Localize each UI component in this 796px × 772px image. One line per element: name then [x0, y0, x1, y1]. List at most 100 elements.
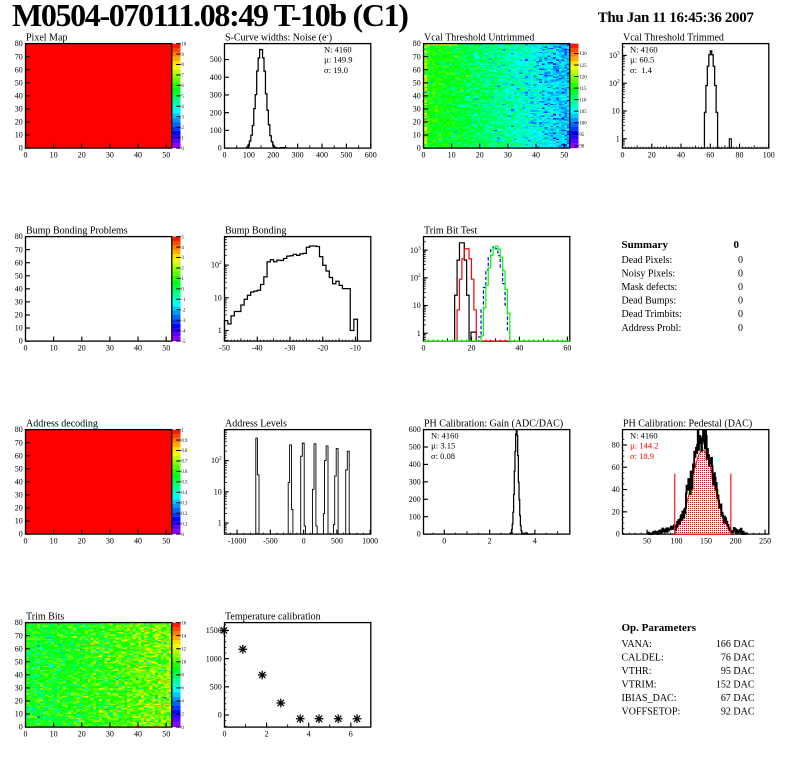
svg-text:300: 300	[292, 150, 304, 159]
svg-text:0.6: 0.6	[181, 470, 188, 475]
svg-text:Trim Bit Test: Trim Bit Test	[424, 225, 477, 236]
svg-text:0: 0	[218, 144, 222, 153]
svg-text:40: 40	[677, 150, 685, 159]
svg-text:30: 30	[106, 343, 114, 352]
svg-text:0: 0	[181, 726, 184, 731]
svg-text:1000: 1000	[362, 536, 378, 545]
svg-text:300: 300	[210, 91, 222, 100]
svg-text:1: 1	[218, 519, 222, 528]
svg-text:σ: 1.4: σ: 1.4	[630, 65, 653, 75]
svg-text:95 DAC: 95 DAC	[721, 666, 755, 677]
svg-text:µ: 144.2: µ: 144.2	[630, 441, 659, 451]
svg-text:0: 0	[19, 723, 23, 732]
svg-text:50: 50	[162, 343, 170, 352]
svg-text:0: 0	[181, 288, 184, 293]
svg-text:102: 102	[211, 260, 222, 270]
svg-text:1: 1	[616, 134, 620, 143]
svg-text:50: 50	[560, 150, 568, 159]
svg-text:0: 0	[181, 533, 184, 538]
svg-text:CALDEL:: CALDEL:	[622, 653, 664, 664]
svg-text:9: 9	[181, 53, 184, 58]
svg-text:4: 4	[533, 536, 537, 545]
svg-text:20: 20	[15, 118, 23, 127]
svg-text:Dead Trimbits:: Dead Trimbits:	[622, 309, 682, 320]
svg-text:60: 60	[15, 65, 23, 74]
svg-text:80: 80	[15, 618, 23, 627]
svg-text:10: 10	[181, 661, 186, 666]
svg-text:-1: -1	[181, 298, 186, 303]
svg-text:103: 103	[609, 51, 620, 61]
svg-text:40: 40	[134, 729, 142, 738]
svg-text:30: 30	[15, 491, 23, 500]
svg-text:50: 50	[15, 657, 23, 666]
svg-text:Dead Bumps:: Dead Bumps:	[622, 296, 677, 307]
svg-text:80: 80	[15, 232, 23, 241]
svg-text:30: 30	[106, 729, 114, 738]
svg-text:4: 4	[307, 729, 311, 738]
svg-text:40: 40	[15, 285, 23, 294]
svg-text:50: 50	[15, 78, 23, 87]
svg-text:PH Calibration: Pedestal (DAC): PH Calibration: Pedestal (DAC)	[623, 418, 752, 429]
svg-text:30: 30	[504, 150, 512, 159]
svg-text:0: 0	[738, 323, 743, 334]
svg-text:Address decoding: Address decoding	[26, 418, 98, 429]
svg-text:VTRIM:: VTRIM:	[622, 680, 657, 691]
svg-text:115: 115	[579, 87, 587, 92]
svg-text:0: 0	[738, 282, 743, 293]
svg-text:Noisy Pixels:: Noisy Pixels:	[622, 269, 676, 280]
svg-text:10: 10	[413, 131, 421, 140]
svg-text:70: 70	[15, 438, 23, 447]
svg-text:50: 50	[162, 150, 170, 159]
svg-text:-3: -3	[181, 319, 186, 324]
svg-text:70: 70	[15, 245, 23, 254]
svg-text:30: 30	[413, 105, 421, 114]
svg-text:0: 0	[417, 530, 421, 539]
svg-text:-40: -40	[252, 343, 263, 352]
svg-text:20: 20	[468, 343, 476, 352]
svg-text:130: 130	[579, 52, 587, 57]
svg-text:40: 40	[515, 343, 523, 352]
svg-text:0.3: 0.3	[181, 501, 188, 506]
svg-text:VTHR:: VTHR:	[622, 666, 652, 677]
svg-text:4: 4	[181, 105, 184, 110]
svg-text:20: 20	[15, 504, 23, 513]
svg-text:4: 4	[181, 246, 184, 251]
svg-text:50: 50	[643, 536, 651, 545]
svg-text:Bump Bonding Problems: Bump Bonding Problems	[26, 225, 128, 236]
svg-text:92 DAC: 92 DAC	[721, 707, 755, 718]
svg-text:5: 5	[181, 235, 184, 240]
svg-text:-1000: -1000	[228, 536, 247, 545]
svg-text:6: 6	[181, 687, 184, 692]
svg-text:20: 20	[78, 343, 86, 352]
svg-text:σ: 18.9: σ: 18.9	[630, 451, 654, 461]
svg-text:0: 0	[19, 530, 23, 539]
svg-text:Thu Jan 11 16:45:36 2007: Thu Jan 11 16:45:36 2007	[598, 10, 755, 26]
svg-text:60: 60	[15, 451, 23, 460]
svg-text:1: 1	[181, 428, 184, 433]
svg-text:N: 4160: N: 4160	[630, 44, 658, 54]
svg-text:0.1: 0.1	[181, 522, 188, 527]
svg-text:60: 60	[706, 150, 714, 159]
svg-text:0: 0	[442, 536, 446, 545]
svg-text:600: 600	[365, 150, 377, 159]
svg-text:-20: -20	[317, 343, 328, 352]
svg-text:0: 0	[24, 729, 28, 738]
svg-text:20: 20	[78, 536, 86, 545]
svg-text:8: 8	[181, 63, 184, 68]
svg-text:10: 10	[448, 150, 456, 159]
svg-text:10: 10	[50, 343, 58, 352]
svg-text:Dead Pixels:: Dead Pixels:	[622, 255, 673, 266]
svg-text:0.2: 0.2	[181, 512, 188, 517]
svg-text:0: 0	[422, 343, 426, 352]
svg-text:0: 0	[738, 296, 743, 307]
svg-text:-10: -10	[350, 343, 361, 352]
svg-text:70: 70	[15, 631, 23, 640]
svg-text:103: 103	[410, 245, 421, 255]
svg-text:σ: 19.0: σ: 19.0	[324, 65, 348, 75]
svg-text:0: 0	[181, 147, 184, 152]
svg-text:30: 30	[15, 684, 23, 693]
svg-text:0: 0	[223, 729, 227, 738]
svg-text:10: 10	[15, 131, 23, 140]
svg-text:8: 8	[181, 674, 184, 679]
svg-text:40: 40	[15, 91, 23, 100]
